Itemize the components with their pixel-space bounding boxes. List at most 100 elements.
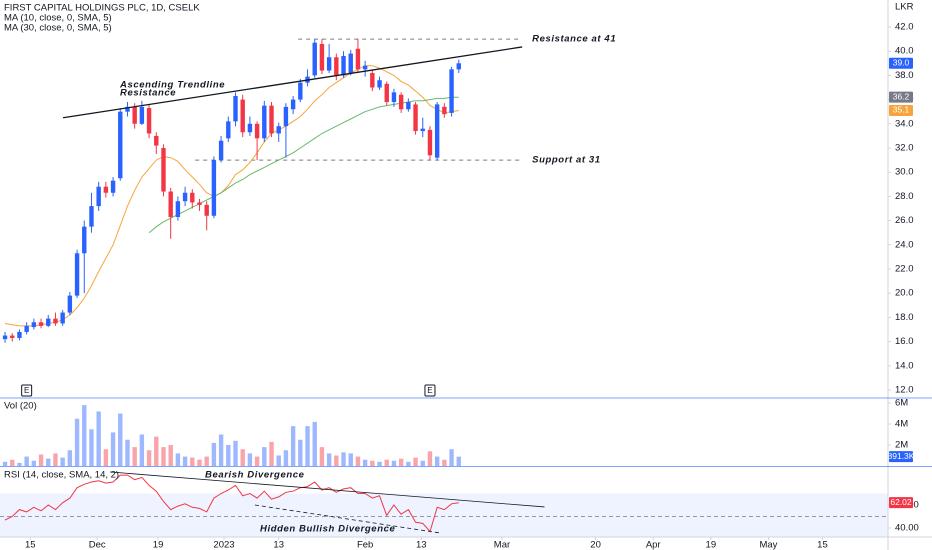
candle-body [182, 192, 188, 202]
volume-bar [398, 458, 404, 466]
candle-body [139, 106, 145, 124]
candle-body [391, 92, 397, 103]
ma-line [4, 65, 459, 327]
volume-bar [226, 445, 231, 466]
volume-bar [334, 455, 339, 466]
volume-bar [125, 439, 130, 466]
candle-body [31, 322, 37, 328]
trendline [62, 46, 523, 119]
candle-body [53, 318, 58, 324]
volume-bar [355, 456, 361, 466]
chart-layer: 15 Dec 19 2023 13 Feb 13 Mar 20 Apr 19 May 15 12.0 14.… [0, 22, 919, 550]
volume-bar [161, 447, 166, 466]
y-tick-label: 28.0 [895, 191, 914, 202]
candle-body [175, 201, 181, 217]
candle-body [2, 335, 8, 340]
volume-bar [60, 457, 65, 466]
candle-body [103, 186, 109, 193]
x-tick-label: 19 [706, 540, 717, 550]
candle-body [384, 83, 389, 103]
divergence-label: Bearish Divergence [205, 470, 305, 481]
candle-body [218, 140, 224, 161]
candle-body [67, 295, 73, 313]
volume-bar [190, 457, 195, 466]
divergence-label: Hidden Bullish Divergence [260, 524, 395, 535]
candle-body [254, 123, 260, 139]
axis-value-box [889, 497, 913, 509]
candle-body [283, 106, 289, 127]
axis-value-box [889, 451, 913, 463]
volume-bar [326, 453, 332, 466]
y-tick-label: 42.0 [895, 22, 914, 33]
x-tick-label: 15 [25, 540, 36, 550]
volume-bar [362, 459, 368, 466]
x-tick-label: Apr [646, 540, 661, 550]
volume-bar [305, 426, 310, 466]
level-label: Support at 31 [532, 155, 601, 166]
candle-body [60, 312, 65, 324]
candle-body [442, 106, 447, 115]
volume-bar [218, 434, 224, 466]
trendline-label: Resistance [120, 88, 176, 99]
volume-bar [17, 462, 22, 466]
ma30-legend: MA (30, close, 0, SMA, 5) [4, 23, 112, 34]
y-tick-label: 2M [895, 440, 908, 451]
candle-body [370, 72, 375, 88]
divergence-line [254, 504, 441, 534]
volume-bar [377, 461, 382, 466]
candle-body [146, 108, 152, 134]
volume-bar [53, 453, 58, 466]
candle-body [348, 53, 353, 73]
candle-body [118, 111, 123, 179]
volume-bar [211, 442, 217, 466]
volume-bar [168, 445, 173, 466]
volume-bar [82, 405, 87, 466]
x-tick-label: Feb [357, 540, 373, 550]
volume-bar [442, 459, 447, 466]
x-tick-label: 13 [416, 540, 427, 550]
currency-label: LKR [895, 2, 914, 13]
volume-bar [434, 456, 440, 466]
volume-bar [341, 452, 346, 466]
volume-bar [67, 450, 73, 466]
volume-bar [298, 439, 303, 466]
axis-value-label: 36.2 [893, 91, 910, 101]
volume-bar [96, 411, 101, 466]
candle-body [96, 186, 101, 207]
volume-bar [254, 456, 260, 466]
y-tick-label: 26.0 [895, 215, 914, 226]
candle-body [74, 253, 80, 296]
volume-bar [290, 426, 296, 466]
axis-value-label: 39.0 [893, 58, 910, 68]
candle-body [168, 191, 173, 217]
axis-value-box [889, 91, 913, 103]
earnings-marker [424, 384, 436, 397]
candle-body [377, 80, 382, 88]
x-tick-label: Dec [89, 540, 106, 550]
candle-body [247, 123, 253, 133]
y-tick-label: 30.0 [895, 167, 914, 178]
volume-bar [413, 457, 418, 466]
volume-bar [240, 449, 245, 466]
candle-body [319, 43, 325, 71]
candle-body [89, 206, 94, 227]
y-tick-label: 22.0 [895, 264, 914, 275]
earnings-label: E [427, 386, 432, 395]
candle-body [269, 105, 274, 134]
axis-value-box [889, 57, 913, 69]
candle-body [190, 192, 195, 203]
candle-body [82, 226, 87, 254]
volume-bar [2, 461, 8, 466]
volume-bar [46, 458, 51, 466]
candle-body [276, 126, 281, 134]
volume-bar [449, 449, 454, 466]
volume-bar [110, 432, 116, 466]
y-tick-label: 12.0 [895, 385, 914, 396]
volume-bar [269, 441, 274, 466]
volume-bar [175, 453, 181, 466]
volume-bar [10, 459, 15, 466]
volume-bar [406, 461, 411, 466]
candle-body [211, 160, 217, 216]
